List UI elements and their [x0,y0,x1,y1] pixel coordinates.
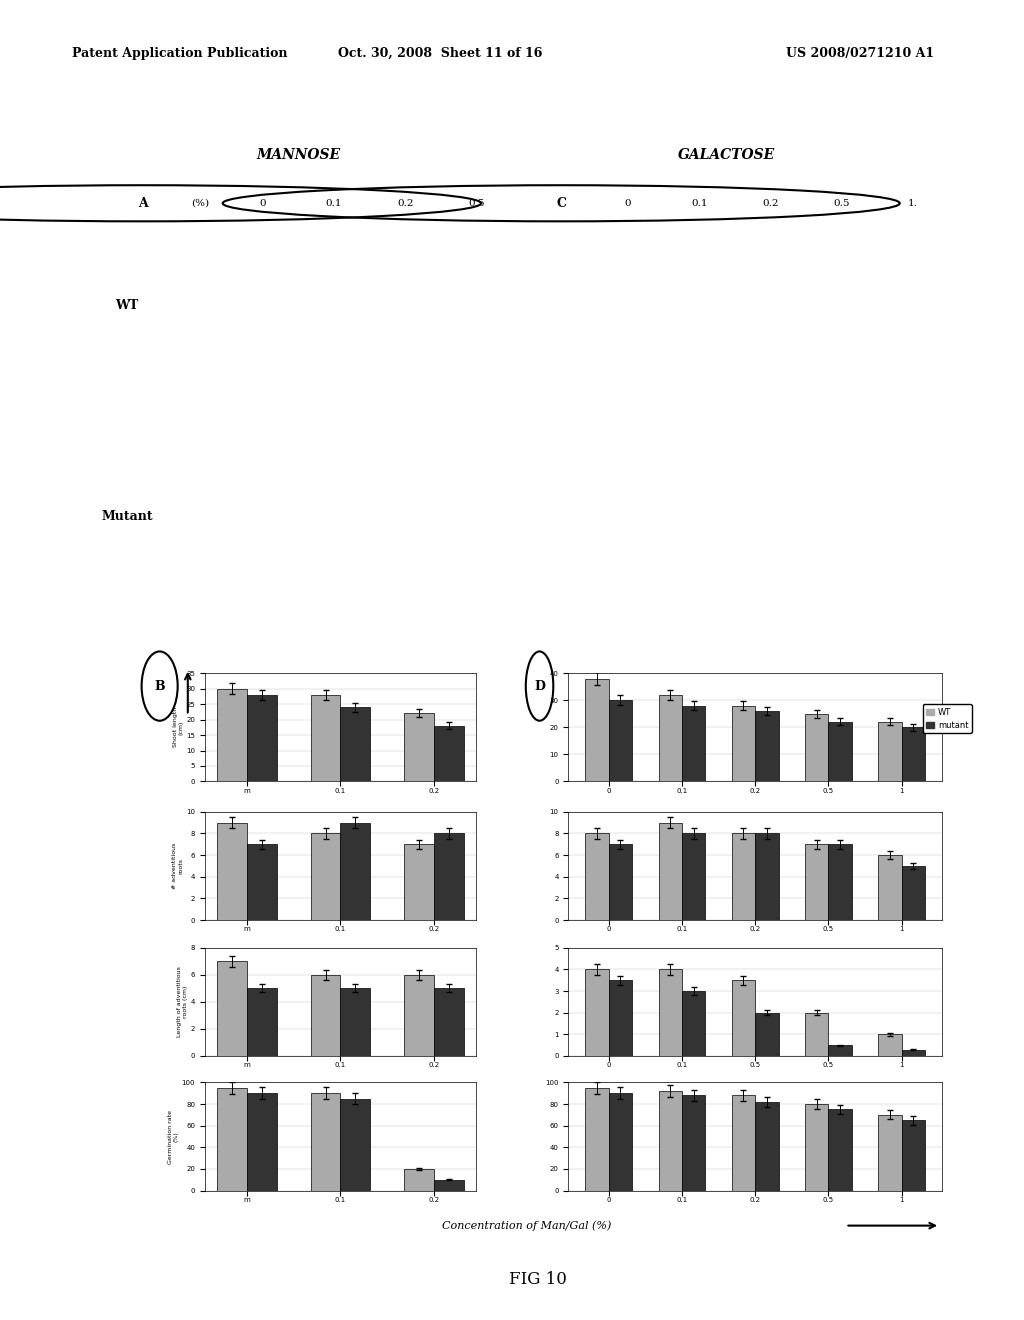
Bar [404,845,434,920]
Bar [682,833,706,920]
Text: 0: 0 [625,199,632,207]
Bar [586,1088,608,1191]
Text: A: A [137,197,147,210]
Text: 0.2: 0.2 [397,199,414,207]
Bar [586,833,608,920]
Bar [217,822,247,920]
Bar [340,989,371,1056]
Bar [756,833,778,920]
Text: 0: 0 [259,199,266,207]
Text: 0.2: 0.2 [762,199,779,207]
Bar [658,1092,682,1191]
Bar [756,1102,778,1191]
Text: 0.5: 0.5 [468,199,484,207]
Bar [828,1045,852,1056]
Text: MANNOSE: MANNOSE [256,148,340,162]
Y-axis label: # adventitious
roots: # adventitious roots [172,842,183,890]
Bar [902,1121,925,1191]
Text: (%): (%) [191,199,210,207]
Bar [310,833,340,920]
Bar [879,722,902,781]
Bar [732,981,756,1056]
Bar [340,822,371,920]
Y-axis label: Length of adventitious
roots (cm): Length of adventitious roots (cm) [177,966,187,1038]
Text: D: D [535,680,545,693]
Bar [434,1180,464,1191]
Bar [217,689,247,781]
Bar [608,1093,632,1191]
Bar [247,845,276,920]
Y-axis label: Shoot length
(cm): Shoot length (cm) [172,708,183,747]
Bar [608,700,632,781]
Bar [902,727,925,781]
Text: Oct. 30, 2008  Sheet 11 of 16: Oct. 30, 2008 Sheet 11 of 16 [338,46,543,59]
Text: C: C [556,197,566,210]
Bar [434,726,464,781]
Text: B: B [155,680,165,693]
Bar [404,974,434,1056]
Bar [805,1104,828,1191]
Bar [682,1096,706,1191]
Bar [434,833,464,920]
Text: 0.1: 0.1 [326,199,342,207]
Bar [658,694,682,781]
Legend: WT, mutant: WT, mutant [923,705,972,733]
Bar [586,969,608,1056]
Text: 0.5: 0.5 [834,199,850,207]
Bar [217,961,247,1056]
Text: Mutant: Mutant [101,510,153,523]
Text: 0.1: 0.1 [691,199,708,207]
Bar [732,706,756,781]
Bar [756,711,778,781]
Bar [608,845,632,920]
Bar [732,1096,756,1191]
Bar [879,1115,902,1191]
Bar [828,845,852,920]
Bar [682,706,706,781]
Text: FIG 10: FIG 10 [509,1271,566,1287]
Y-axis label: Germination rate
(%): Germination rate (%) [168,1110,179,1163]
Bar [658,969,682,1056]
Bar [310,1093,340,1191]
Bar [902,1049,925,1056]
Bar [828,1109,852,1191]
Bar [902,866,925,920]
Text: 1.: 1. [908,199,919,207]
Bar [404,1170,434,1191]
Bar [879,1035,902,1056]
Bar [805,1012,828,1056]
Bar [217,1088,247,1191]
Bar [682,991,706,1056]
Text: Concentration of Man/Gal (%): Concentration of Man/Gal (%) [442,1220,612,1232]
Bar [658,822,682,920]
Bar [805,845,828,920]
Bar [404,713,434,781]
Bar [756,1012,778,1056]
Bar [247,989,276,1056]
Bar [805,714,828,781]
Bar [247,694,276,781]
Bar [340,708,371,781]
Bar [586,678,608,781]
Text: GALACTOSE: GALACTOSE [678,148,774,162]
Bar [310,694,340,781]
Bar [340,1098,371,1191]
Bar [879,855,902,920]
Bar [608,981,632,1056]
Bar [434,989,464,1056]
Text: WT: WT [116,298,138,312]
Text: Patent Application Publication: Patent Application Publication [72,46,287,59]
Bar [732,833,756,920]
Text: US 2008/0271210 A1: US 2008/0271210 A1 [786,46,934,59]
Bar [310,974,340,1056]
Bar [828,722,852,781]
Bar [247,1093,276,1191]
